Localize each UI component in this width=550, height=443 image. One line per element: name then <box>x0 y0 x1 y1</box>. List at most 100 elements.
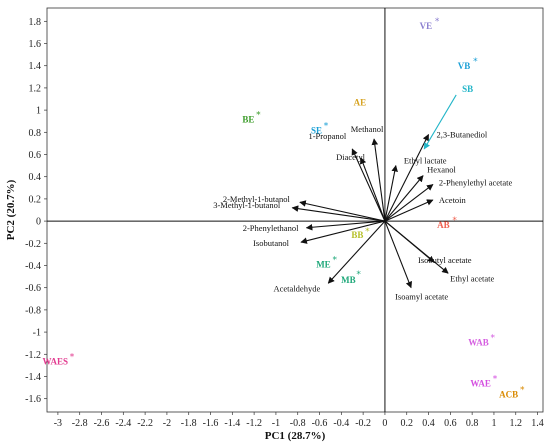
y-tick-label: 0.2 <box>29 194 42 205</box>
x-tick-label: 0.6 <box>444 418 457 429</box>
loading-vector-label: Isobutyl acetate <box>418 255 472 265</box>
y-tick-label: -1.6 <box>25 394 41 405</box>
loading-vector <box>384 220 412 289</box>
sample-label: SE <box>311 125 322 135</box>
sample-label: ACB <box>499 390 518 400</box>
sample-label: ME <box>316 260 331 270</box>
x-tick-label: -0.8 <box>290 418 306 429</box>
x-tick-label: 0.2 <box>400 418 413 429</box>
sample-label: VB <box>458 61 471 71</box>
y-tick-label: 0.4 <box>29 172 42 183</box>
x-tick-label: -1.8 <box>181 418 197 429</box>
loading-vector-label: 2-Phenylethyl acetate <box>439 177 513 187</box>
loading-vector <box>305 220 385 231</box>
x-tick-label: 1.2 <box>509 418 522 429</box>
loading-vector-label: 2-Phenylethanol <box>243 223 299 233</box>
sample-label: SB <box>462 84 473 94</box>
x-axis-label: PC1 (28.7%) <box>265 430 326 442</box>
y-tick-label: 0.6 <box>29 150 42 161</box>
y-tick-label: 1 <box>36 106 41 117</box>
x-tick-label: -0.2 <box>355 418 371 429</box>
y-tick-label: -0.4 <box>25 261 41 272</box>
y-tick-label: -0.8 <box>25 305 41 316</box>
loading-vector-label: 3-Methyl-1-butanol <box>213 200 281 210</box>
x-tick-label: -1 <box>272 418 280 429</box>
sample-marker: * <box>365 227 370 237</box>
sample-marker: * <box>520 386 525 396</box>
y-axis-label: PC2 (20.7%) <box>5 179 17 240</box>
x-tick-label: -1.6 <box>203 418 219 429</box>
loading-vector-label: Diacetyl <box>336 152 365 162</box>
loading-vector-label: Isoamyl acetate <box>395 292 448 302</box>
loading-vector <box>384 199 434 222</box>
loading-vector-label: 2-Methyl-1-butanol <box>223 194 291 204</box>
loading-vector-label: Acetoin <box>439 195 467 205</box>
sample-label: AE <box>354 97 367 107</box>
x-tick-label: 1.4 <box>531 418 544 429</box>
loading-vector <box>300 220 386 244</box>
sample-label: AB <box>437 220 450 230</box>
loading-vector-label: Isobutanol <box>253 238 290 248</box>
x-tick-label: 0 <box>382 418 387 429</box>
y-tick-label: 0.8 <box>29 128 42 139</box>
x-tick-label: 1 <box>491 418 496 429</box>
sample-marker: * <box>452 216 457 226</box>
loading-vectors: Methanol 1-Propanol Diacetyl 2,3-Butanediol… <box>213 124 512 302</box>
y-tick-label: 1.4 <box>29 61 42 72</box>
loading-vector <box>384 175 424 222</box>
x-tick-label: -2.6 <box>94 418 110 429</box>
sample-points: *VE*VBSBAE*BE*SE*AB*BB*ME*MB*WAB*WAE*ACB… <box>42 17 524 399</box>
loading-vector <box>384 133 430 222</box>
sample-label: WAES <box>42 356 68 366</box>
x-tick-label: -0.4 <box>333 418 349 429</box>
sample-marker: * <box>332 256 337 266</box>
sample-marker: * <box>256 110 261 120</box>
plot-frame <box>46 7 544 413</box>
y-tick-label: 1.6 <box>29 39 42 50</box>
loading-vector <box>359 157 386 222</box>
sample-label: BB <box>351 230 363 240</box>
y-tick-label: -0.2 <box>25 239 41 250</box>
sample-marker: * <box>70 352 75 362</box>
sample-marker: * <box>491 333 496 343</box>
loading-vector <box>371 138 386 222</box>
y-tick-label: -0.6 <box>25 283 41 294</box>
x-tick-label: 0.8 <box>466 418 479 429</box>
x-tick-label: -1.2 <box>246 418 262 429</box>
sample-marker: * <box>493 374 498 384</box>
x-tick-label: -1.4 <box>224 418 240 429</box>
loading-vector <box>291 205 386 222</box>
loading-vector-label: Acetaldehyde <box>274 283 321 293</box>
loading-vector-label: 2,3-Butanediol <box>437 130 488 140</box>
sample-label: MB <box>341 275 356 285</box>
sample-label: WAE <box>470 378 491 388</box>
sample-marker: * <box>356 270 361 280</box>
y-tick-label: 0 <box>36 217 41 228</box>
x-tick-label: -2.4 <box>115 418 131 429</box>
sample-label: BE <box>242 114 254 124</box>
loading-vector-label: Ethyl lactate <box>404 156 447 166</box>
axes-layer: -3 -2.8 -2.6 -2.4 -2.2 -2 -1.8 -1.6 -1.4 -1.2 -1 -0… <box>25 8 544 429</box>
loading-vector-label: Hexanol <box>427 165 456 175</box>
loading-vector <box>299 200 386 222</box>
loading-vector <box>351 148 386 222</box>
loading-vector <box>384 220 449 274</box>
sb-leader-line <box>423 94 457 150</box>
x-tick-label: -2 <box>163 418 171 429</box>
y-tick-label: 1.8 <box>29 17 42 28</box>
loading-vector <box>384 184 434 222</box>
sample-label: VE <box>420 21 433 31</box>
loading-vector <box>327 220 386 284</box>
sample-marker: * <box>473 57 478 67</box>
loading-vector-label: Methanol <box>351 124 384 134</box>
y-tick-label: -1.2 <box>25 350 41 361</box>
sample-label: WAB <box>468 337 489 347</box>
loading-vector <box>384 164 398 222</box>
x-tick-label: -2.8 <box>72 418 88 429</box>
sample-marker: * <box>324 121 329 131</box>
x-tick-label: 0.4 <box>422 418 435 429</box>
sample-marker: * <box>435 17 440 27</box>
x-tick-label: -0.6 <box>312 418 328 429</box>
loading-vector-label: Ethyl acetate <box>450 273 494 283</box>
